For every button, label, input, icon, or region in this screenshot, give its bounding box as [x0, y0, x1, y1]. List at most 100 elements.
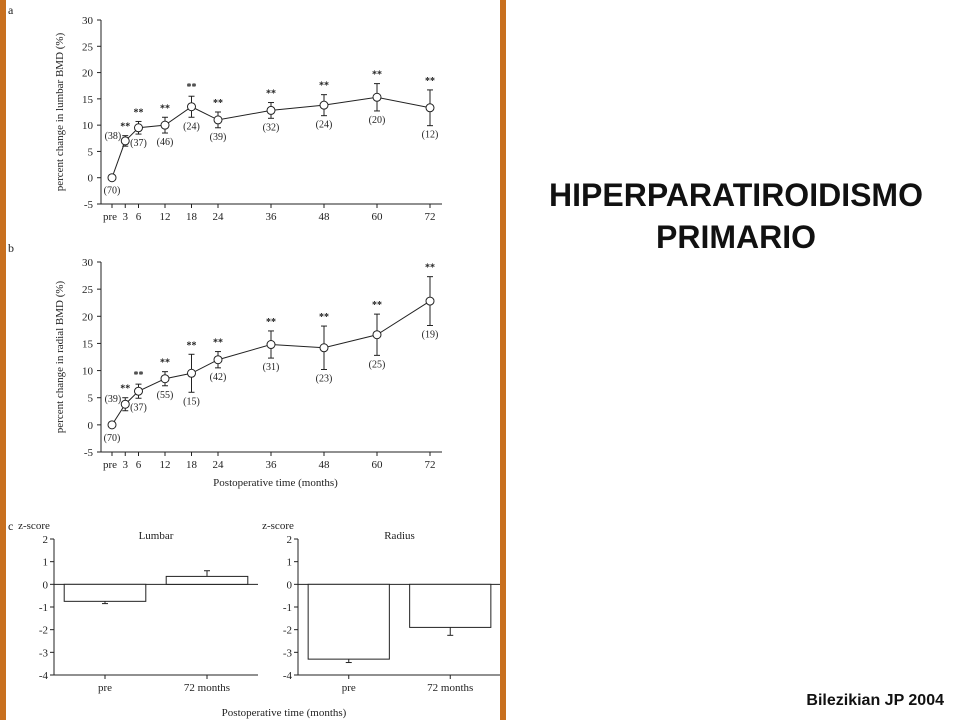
- panel-b-n-label: (39): [105, 394, 122, 405]
- panel-b-significance-label: **: [120, 384, 130, 395]
- panel-a-data-point: [187, 102, 196, 112]
- panel-a-y-tick-label: 20: [82, 68, 94, 80]
- panel-a-x-tick-label: 72: [425, 211, 436, 223]
- panel-a-n-label: (46): [157, 137, 174, 148]
- panel-b-n-label: (31): [263, 362, 280, 373]
- panel-b-y-tick-label: 20: [82, 311, 94, 323]
- panel-b-significance-label: **: [266, 317, 276, 328]
- panel-a-significance-label: **: [134, 107, 144, 118]
- panel-b-n-label: (55): [157, 390, 174, 401]
- panel-c-radius-y-axis-label: z-score: [262, 520, 294, 532]
- slide-title: HIPERPARATIROIDISMO PRIMARIO: [512, 174, 960, 258]
- panel-b-significance-label: **: [160, 358, 170, 369]
- panel-a-n-label: (38): [105, 131, 122, 142]
- panel-a-x-tick-label: 12: [160, 211, 171, 223]
- panel-c-lumbar-y-tick-label: 2: [43, 534, 49, 546]
- panel-b-x-tick-label: 60: [372, 459, 384, 471]
- panel-a-x-tick-label: 36: [266, 211, 278, 223]
- figure-panel: a b c -5 0 5 10 15 20 25 30 pre 3 6 12 18 24 36 48 60 72 perc…: [0, 0, 506, 720]
- panel-c-lumbar-y-tick-label: -2: [39, 625, 48, 637]
- panel-b-n-label: (25): [369, 359, 386, 370]
- panel-a-x-tick-label: 3: [123, 211, 129, 223]
- panel-c-lumbar-y-tick-label: -3: [39, 647, 49, 659]
- panel-b-data-point: [213, 355, 223, 365]
- panel-c-lumbar-y-tick-label: -4: [39, 670, 49, 682]
- panel-b-data-point: [120, 399, 130, 409]
- panel-a-x-tick-label: 60: [372, 211, 384, 223]
- panel-a-y-tick-label: 15: [82, 94, 94, 106]
- panel-c-lumbar-bar: [165, 575, 249, 585]
- panel-b-data-point: [160, 374, 170, 384]
- panel-a-x-tick-label: 48: [319, 211, 331, 223]
- panel-b-n-label: (70): [104, 433, 121, 444]
- panel-b-significance-label: **: [319, 312, 329, 323]
- panel-a-y-tick-label: -5: [84, 199, 94, 211]
- panel-b-significance-label: **: [425, 263, 435, 274]
- panel-b-significance-label: **: [213, 338, 223, 349]
- panel-b-data-point: [266, 340, 276, 350]
- panel-a-significance-label: **: [266, 89, 276, 100]
- panel-a-y-tick-label: 25: [82, 41, 94, 53]
- panel-b-x-tick-label: 18: [186, 459, 198, 471]
- panel-a-n-label: (70): [104, 186, 121, 197]
- panel-c-radius-x-tick-label: 72 months: [427, 682, 473, 694]
- panel-b-data-point: [187, 368, 196, 378]
- panel-b-data-point: [319, 343, 329, 353]
- panel-a-y-tick-label: 30: [82, 15, 94, 27]
- panel-b-x-tick-label: 72: [425, 459, 436, 471]
- panel-a-x-tick-label: pre: [103, 211, 117, 223]
- panel-a-significance-label: **: [187, 82, 197, 93]
- panel-a-n-label: (39): [210, 132, 227, 143]
- panel-a-data-point: [120, 136, 130, 146]
- panel-c-lumbar-y-tick-label: -1: [39, 602, 48, 614]
- panel-c-lumbar-bar: [63, 583, 147, 602]
- panel-c-x-axis-label: Postoperative time (months): [222, 707, 347, 719]
- panel-b-y-tick-label: 5: [88, 393, 94, 405]
- panel-c-lumbar-y-axis-label: z-score: [18, 520, 50, 532]
- citation: Bilezikian JP 2004: [806, 692, 944, 709]
- panel-a-n-label: (37): [130, 138, 147, 149]
- panel-b-x-tick-label: pre: [103, 459, 117, 471]
- panel-a-x-tick-label: 18: [186, 211, 198, 223]
- panel-b-y-tick-label: 10: [82, 366, 94, 378]
- panel-b-data-point: [134, 386, 143, 396]
- panel-a-data-point: [319, 100, 329, 110]
- panel-label-b: b: [8, 241, 14, 255]
- panel-b-x-tick-label: 12: [160, 459, 171, 471]
- panel-a-significance-label: **: [372, 70, 382, 81]
- panel-b-n-label: (19): [422, 330, 439, 341]
- panel-c-radius-y-tick-label: 0: [287, 579, 293, 591]
- panel-b-data-point: [425, 296, 435, 306]
- panel-a-x-tick-label: 24: [213, 211, 225, 223]
- panel-label-c: c: [8, 519, 13, 533]
- panel-a-n-label: (12): [422, 130, 439, 141]
- panel-b-y-tick-label: 15: [82, 338, 94, 350]
- panel-a-n-label: (32): [263, 122, 280, 133]
- panel-c-radius-bar: [409, 583, 492, 628]
- panel-b-x-tick-label: 48: [319, 459, 331, 471]
- panel-a-significance-label: **: [213, 98, 223, 109]
- panel-c-radius-y-tick-label: -2: [283, 625, 292, 637]
- panel-c-radius-title: Radius: [384, 530, 415, 542]
- panel-c-lumbar-title: Lumbar: [139, 530, 174, 542]
- panel-a-series-line: [111, 96, 431, 178]
- panel-b-y-tick-label: 25: [82, 284, 94, 296]
- panel-c-lumbar-y-tick-label: 1: [43, 557, 49, 569]
- panel-c-radius-y-tick-label: -4: [283, 670, 293, 682]
- panel-b-significance-label: **: [372, 300, 382, 311]
- panel-a-n-label: (24): [316, 120, 333, 131]
- panel-a-y-tick-label: 10: [82, 120, 94, 132]
- panel-b-n-label: (15): [183, 396, 200, 407]
- panel-b-y-tick-label: -5: [84, 447, 94, 459]
- panel-a-n-label: (24): [183, 121, 200, 132]
- panel-b-x-tick-label: 36: [266, 459, 278, 471]
- panel-b-x-tick-label: 3: [123, 459, 129, 471]
- panel-b-x-tick-label: 6: [136, 459, 142, 471]
- panel-b-significance-label: **: [187, 340, 197, 351]
- panel-c-radius-bar: [307, 583, 390, 660]
- panel-a-y-tick-label: 5: [88, 146, 94, 158]
- panel-a-n-label: (20): [369, 115, 386, 126]
- panel-c-radius-x-tick-label: pre: [342, 682, 356, 694]
- panel-b-n-label: (37): [130, 402, 147, 413]
